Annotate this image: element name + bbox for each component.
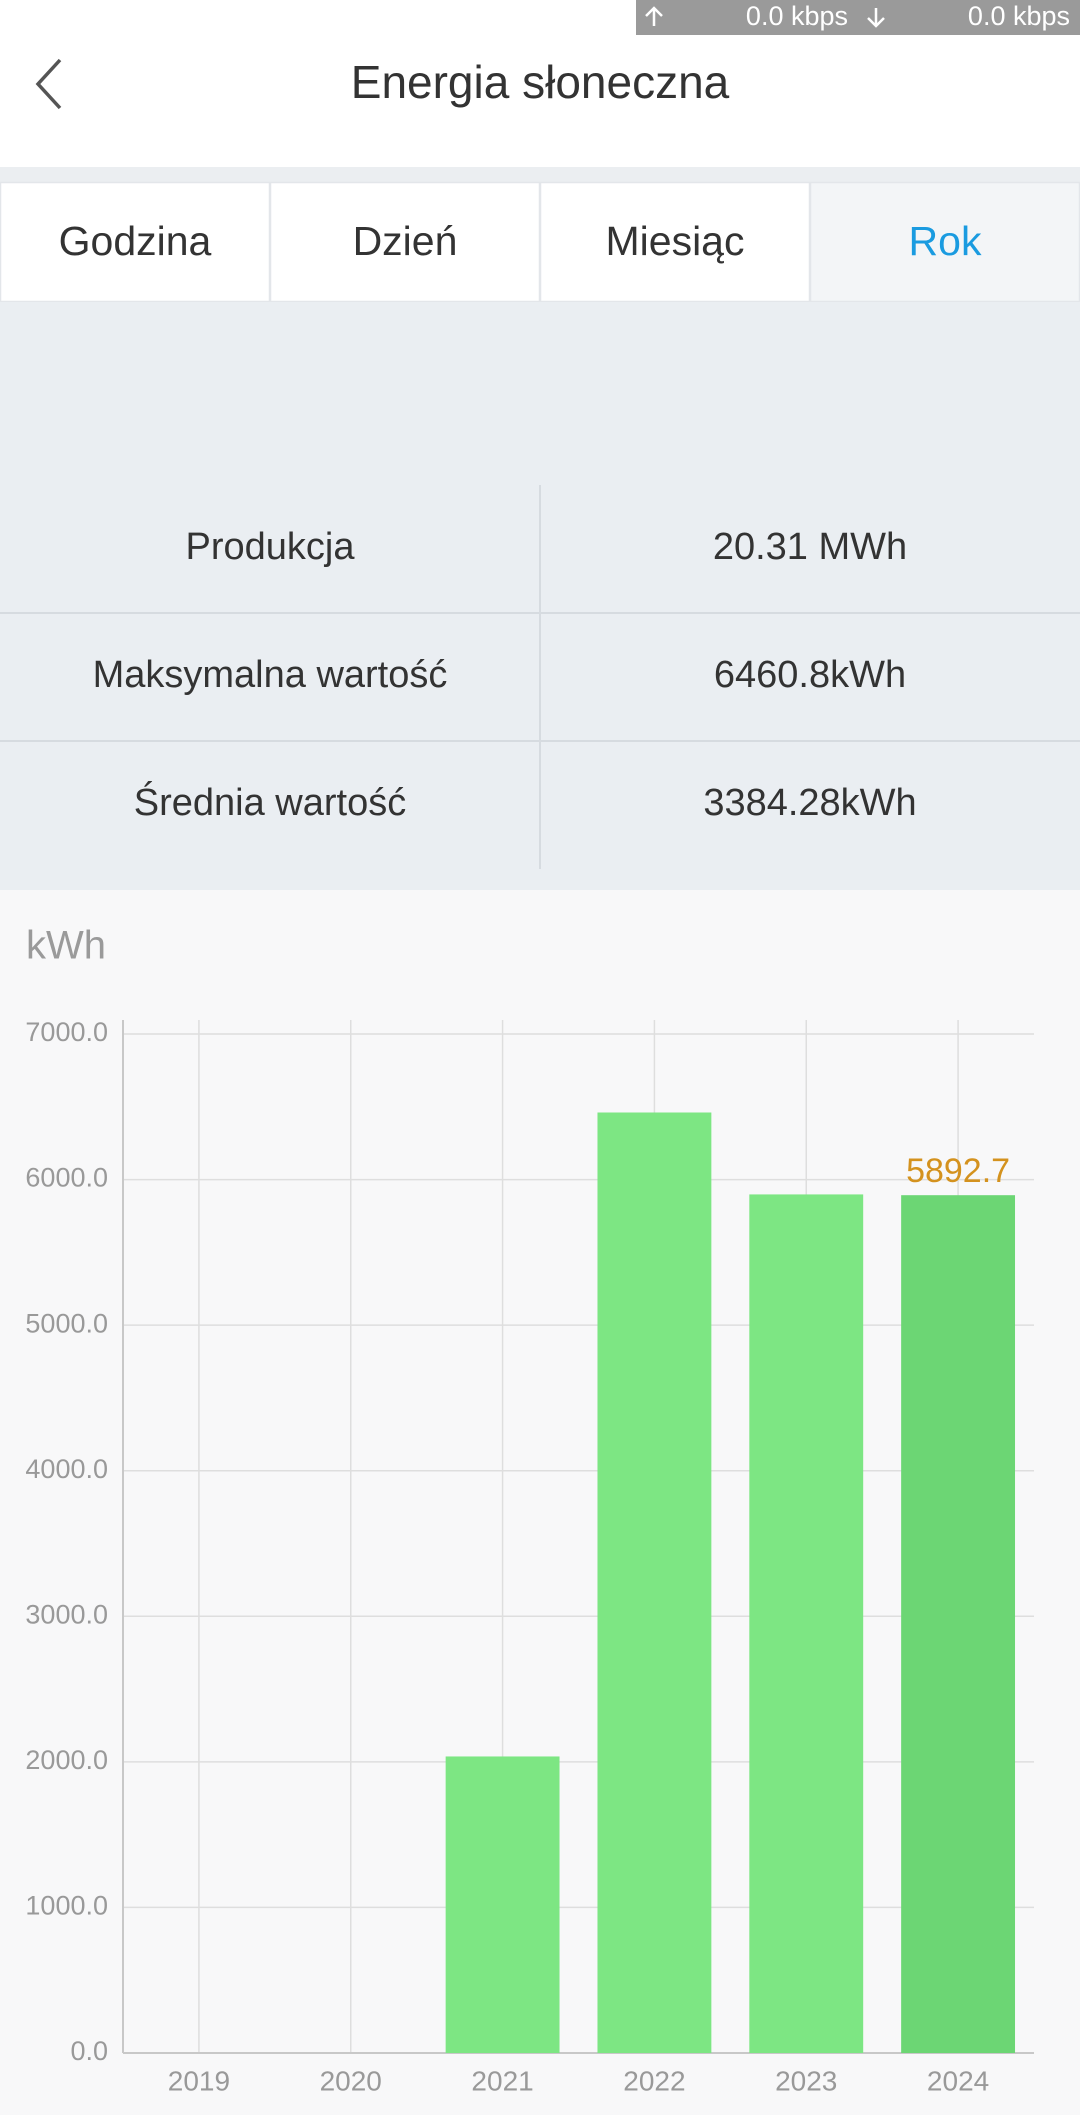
tab[interactable] <box>539 181 811 303</box>
bar <box>749 1194 864 2053</box>
tab-bar: Godzina Dzień Miesiąc Rok <box>0 181 1080 303</box>
stats-table: Produkcja 20.31 MWh Maksymalna wartość 6460… <box>0 485 1080 869</box>
data-label: 5892.7 <box>906 1152 1010 1190</box>
stat-label: Produkcja <box>186 526 356 568</box>
upload-rate: 0.0 kbps <box>746 1 848 31</box>
x-tick-label: 2021 <box>471 2065 533 2096</box>
download-icon <box>867 8 885 28</box>
tab[interactable] <box>809 181 1080 303</box>
y-tick-label: 2000.0 <box>25 1745 108 1775</box>
status-bar <box>636 0 1080 35</box>
upload-icon <box>645 6 663 26</box>
y-tick-label: 1000.0 <box>25 1891 108 1921</box>
stat-value: 6460.8kWh <box>714 654 906 696</box>
y-axis-label: kWh <box>26 924 106 968</box>
tab[interactable] <box>0 181 271 303</box>
back-button[interactable] <box>35 58 62 110</box>
tab[interactable] <box>269 181 541 303</box>
x-tick-label: 2024 <box>927 2065 989 2096</box>
y-tick-label: 0.0 <box>70 2036 108 2066</box>
y-tick-label: 7000.0 <box>25 1017 108 1047</box>
stat-label: Średnia wartość <box>134 779 406 824</box>
tab-label: Godzina <box>59 218 212 264</box>
tab-label: Miesiąc <box>606 218 745 264</box>
y-tick-label: 4000.0 <box>25 1454 108 1484</box>
y-tick-label: 6000.0 <box>25 1163 108 1193</box>
x-tick-label: 2020 <box>320 2065 382 2096</box>
x-tick-label: 2023 <box>775 2065 837 2096</box>
x-tick-label: 2019 <box>168 2065 230 2096</box>
y-tick-label: 5000.0 <box>25 1308 108 1338</box>
y-tick-label: 3000.0 <box>25 1599 108 1629</box>
tab-label: Rok <box>909 218 982 264</box>
stat-value: 20.31 MWh <box>713 526 907 568</box>
stat-label: Maksymalna wartość <box>93 654 448 696</box>
page-title: Energia słoneczna <box>351 56 730 108</box>
stat-value: 3384.28kWh <box>703 782 916 824</box>
bar <box>445 1756 560 2053</box>
x-tick-label: 2022 <box>623 2065 685 2096</box>
download-rate: 0.0 kbps <box>968 1 1070 31</box>
bar <box>597 1112 712 2053</box>
chart: 0.0 1000.0 2000.0 3000.0 4000.0 5000.0 6000.0 7… <box>25 1017 1034 2096</box>
bar <box>901 1195 1016 2053</box>
separator <box>0 167 1080 182</box>
tab-label: Dzień <box>353 218 458 264</box>
